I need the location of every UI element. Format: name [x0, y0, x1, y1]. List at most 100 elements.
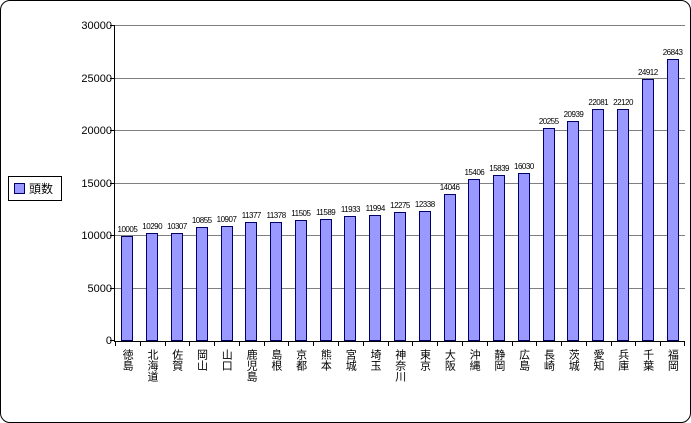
x-axis-label-福岡: 福岡 — [666, 349, 679, 371]
y-axis-tick — [110, 182, 115, 184]
x-axis-label-沖縄: 沖縄 — [468, 349, 481, 371]
x-axis-label-京都: 京都 — [294, 349, 307, 371]
y-axis-label-5000: 5000 — [87, 282, 112, 295]
y-axis-label-10000: 10000 — [81, 230, 112, 242]
gridline-30000 — [115, 25, 685, 26]
x-axis-tick — [239, 341, 240, 346]
y-axis-label-0: 0 — [105, 335, 112, 347]
bar-大阪[interactable] — [443, 193, 456, 341]
bar-北海道[interactable] — [146, 232, 159, 341]
bar-山口[interactable] — [220, 226, 233, 341]
bar-徳島[interactable] — [121, 235, 134, 341]
x-axis-tick — [189, 341, 190, 346]
bar-岡山[interactable] — [195, 227, 208, 341]
bar-value-千葉: 24912 — [637, 68, 658, 78]
x-axis-tick — [115, 341, 116, 346]
x-axis-label-茨城: 茨城 — [567, 349, 580, 371]
bar-東京[interactable] — [418, 211, 431, 341]
bar-value-沖縄: 15406 — [464, 168, 485, 178]
x-axis-label-広島: 広島 — [517, 349, 530, 371]
y-axis-label-30000: 30000 — [81, 20, 112, 32]
x-axis-label-大阪: 大阪 — [443, 349, 456, 371]
bar-value-愛知: 22081 — [588, 98, 609, 108]
bar-value-京都: 11505 — [291, 209, 311, 219]
bar-長崎[interactable] — [542, 128, 555, 341]
x-axis-tick — [214, 341, 215, 346]
bar-佐賀[interactable] — [170, 232, 183, 341]
bar-島根[interactable] — [270, 221, 283, 341]
bar-value-埼玉: 11994 — [365, 204, 386, 214]
bar-宮城[interactable] — [344, 215, 357, 341]
bar-神奈川[interactable] — [394, 212, 406, 341]
bar-value-鹿児島: 11377 — [241, 210, 262, 220]
bar-京都[interactable] — [294, 220, 307, 341]
x-axis-label-島根: 島根 — [269, 349, 282, 371]
x-axis-label-長崎: 長崎 — [542, 349, 555, 371]
x-axis-label-静岡: 静岡 — [492, 349, 505, 371]
bar-value-岡山: 10855 — [191, 216, 212, 226]
x-axis-tick — [363, 341, 364, 346]
bar-value-福岡: 26843 — [662, 48, 683, 58]
bar-value-山口: 10907 — [216, 215, 237, 225]
x-axis-tick — [660, 341, 661, 346]
x-axis-tick — [288, 341, 289, 346]
bar-静岡[interactable] — [493, 174, 506, 341]
legend-label: 頭数 — [29, 182, 54, 196]
bar-埼玉[interactable] — [369, 215, 382, 341]
x-axis-label-北海道: 北海道 — [145, 349, 158, 382]
legend-swatch-icon — [14, 183, 25, 194]
bar-value-広島: 16030 — [514, 161, 534, 171]
bar-value-兵庫: 22120 — [613, 97, 633, 107]
x-axis-label-熊本: 熊本 — [319, 349, 332, 371]
x-axis-label-佐賀: 佐賀 — [170, 349, 183, 371]
bar-value-宮城: 11933 — [340, 204, 361, 214]
bar-value-長崎: 20255 — [538, 117, 559, 127]
y-axis-tick — [110, 235, 115, 236]
x-axis-label-神奈川: 神奈川 — [393, 349, 406, 382]
x-axis-label-山口: 山口 — [220, 349, 233, 371]
x-axis-tick — [313, 341, 314, 346]
y-axis-tick — [110, 77, 115, 79]
bar-愛知[interactable] — [592, 109, 605, 341]
bar-value-徳島: 10005 — [117, 224, 138, 234]
y-axis-label-25000: 25000 — [81, 72, 112, 85]
bar-value-熊本: 11589 — [316, 208, 336, 218]
bar-value-東京: 12338 — [414, 200, 435, 210]
y-axis-label-20000: 20000 — [81, 125, 112, 137]
gridline-20000 — [115, 130, 685, 131]
bar-兵庫[interactable] — [617, 108, 630, 341]
bar-沖縄[interactable] — [468, 179, 481, 341]
x-axis-tick — [635, 341, 636, 346]
x-axis-tick — [512, 341, 513, 346]
y-axis-tick — [110, 340, 115, 341]
x-axis-tick — [561, 341, 562, 346]
bar-福岡[interactable] — [666, 59, 679, 341]
x-axis-label-岡山: 岡山 — [195, 349, 208, 371]
gridline-25000 — [115, 77, 685, 79]
x-axis-label-埼玉: 埼玉 — [368, 349, 381, 371]
bar-value-静岡: 15839 — [489, 163, 509, 173]
bar-鹿児島[interactable] — [245, 221, 258, 341]
bar-千葉[interactable] — [641, 79, 654, 341]
bar-value-北海道: 10290 — [142, 221, 163, 231]
x-axis-tick — [462, 341, 463, 346]
bar-熊本[interactable] — [319, 219, 332, 341]
x-axis-tick — [487, 341, 488, 346]
x-axis-tick — [388, 341, 389, 346]
bar-value-茨城: 20939 — [563, 110, 584, 120]
y-axis-tick — [110, 287, 115, 289]
x-axis-tick — [140, 341, 141, 346]
x-axis-label-鹿児島: 鹿児島 — [245, 349, 258, 382]
y-axis-tick — [110, 130, 115, 131]
x-axis-tick — [611, 341, 612, 346]
x-axis-label-兵庫: 兵庫 — [616, 349, 629, 371]
legend[interactable]: 頭数 — [8, 176, 63, 201]
x-axis-label-東京: 東京 — [418, 349, 431, 371]
x-axis-tick — [536, 341, 537, 346]
x-axis-tick — [437, 341, 438, 346]
x-axis-label-徳島: 徳島 — [121, 349, 134, 371]
bar-茨城[interactable] — [567, 121, 580, 341]
x-axis-label-愛知: 愛知 — [592, 349, 605, 371]
bar-広島[interactable] — [517, 172, 530, 341]
